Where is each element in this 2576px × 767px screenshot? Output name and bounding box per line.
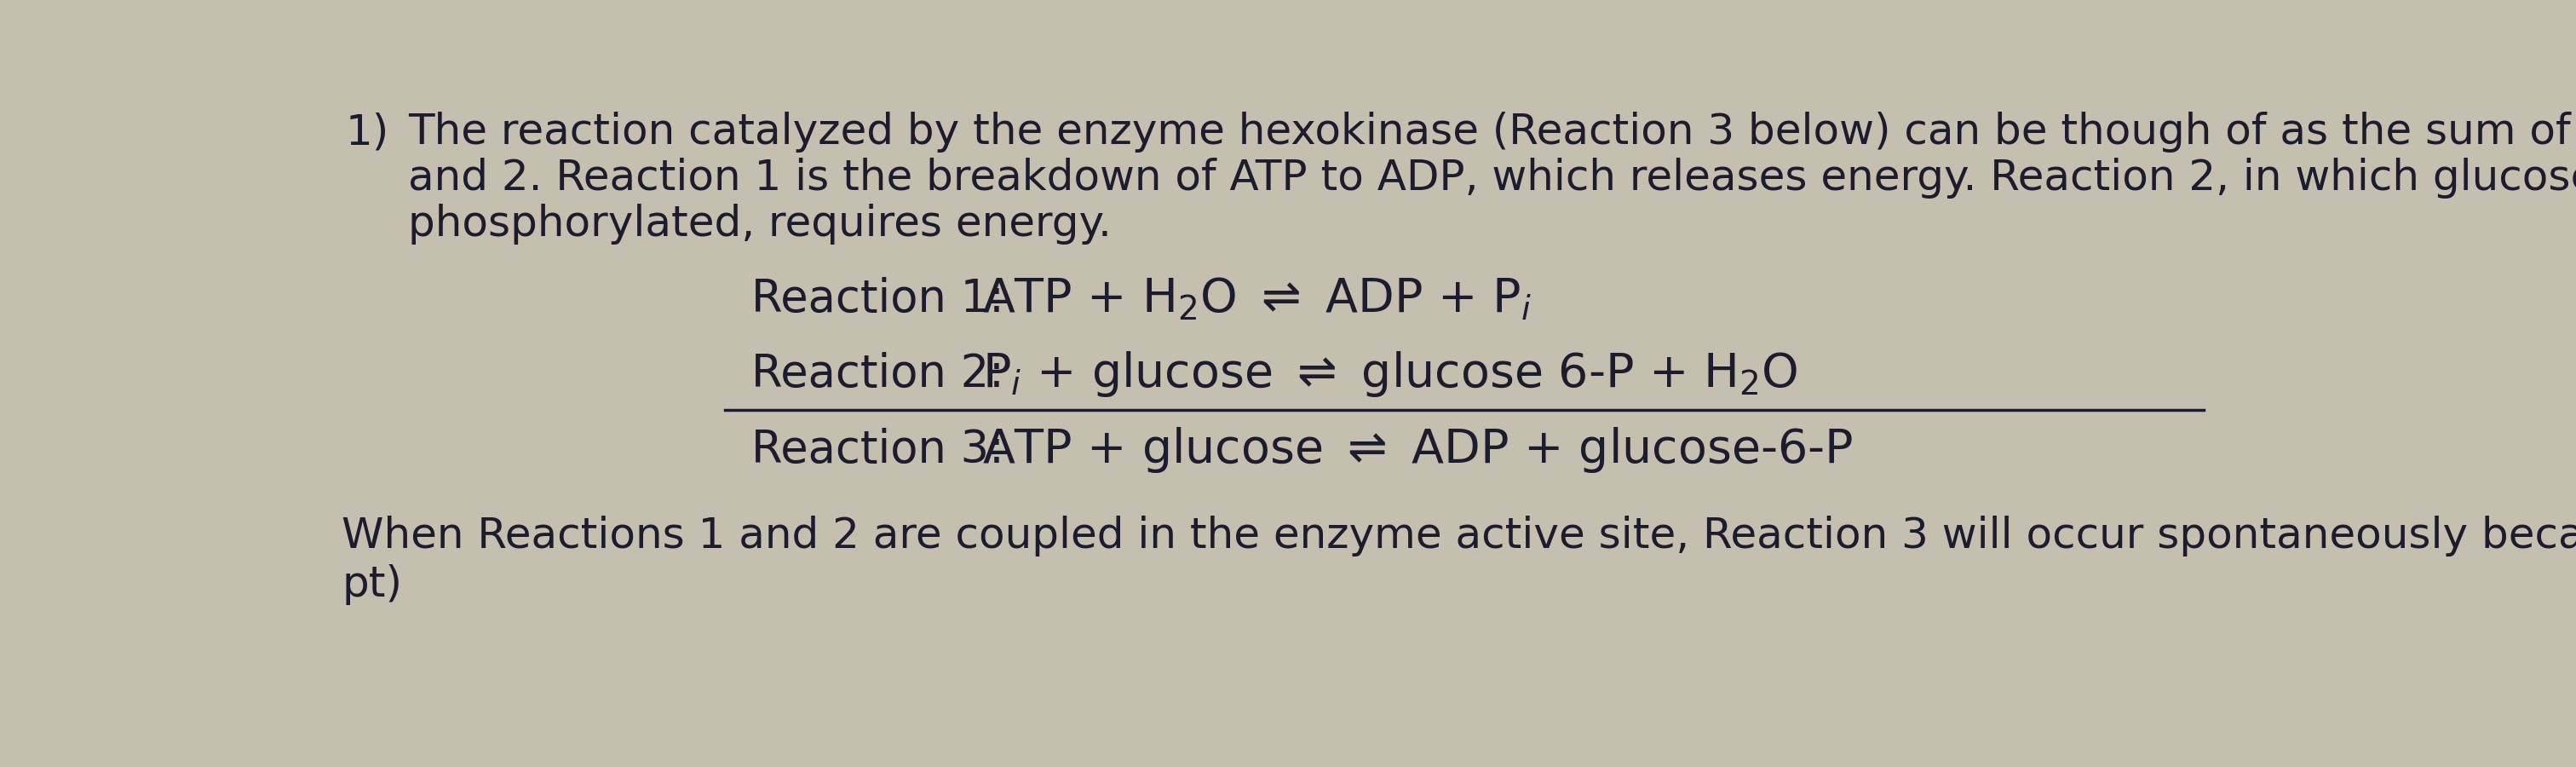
Text: Reaction 2:: Reaction 2: <box>752 352 1005 397</box>
Text: When Reactions 1 and 2 are coupled in the enzyme active site, Reaction 3 will oc: When Reactions 1 and 2 are coupled in th… <box>343 515 2576 556</box>
Text: phosphorylated, requires energy.: phosphorylated, requires energy. <box>407 203 1110 245</box>
Text: 1): 1) <box>345 112 389 153</box>
Text: Reaction 1:: Reaction 1: <box>752 277 1005 321</box>
Text: Reaction 3:: Reaction 3: <box>752 427 1005 472</box>
Text: P$_i$ + glucose $\rightleftharpoons$ glucose 6-P + H$_2$O: P$_i$ + glucose $\rightleftharpoons$ glu… <box>981 350 1798 399</box>
Text: and 2. Reaction 1 is the breakdown of ATP to ADP, which releases energy. Reactio: and 2. Reaction 1 is the breakdown of AT… <box>407 158 2576 199</box>
Text: pt): pt) <box>343 565 402 605</box>
Text: ATP + H$_2$O $\rightleftharpoons$ ADP + P$_i$: ATP + H$_2$O $\rightleftharpoons$ ADP + … <box>981 276 1533 322</box>
Text: The reaction catalyzed by the enzyme hexokinase (Reaction 3 below) can be though: The reaction catalyzed by the enzyme hex… <box>407 112 2576 153</box>
Text: ATP + glucose $\rightleftharpoons$ ADP + glucose-6-P: ATP + glucose $\rightleftharpoons$ ADP +… <box>981 425 1852 474</box>
